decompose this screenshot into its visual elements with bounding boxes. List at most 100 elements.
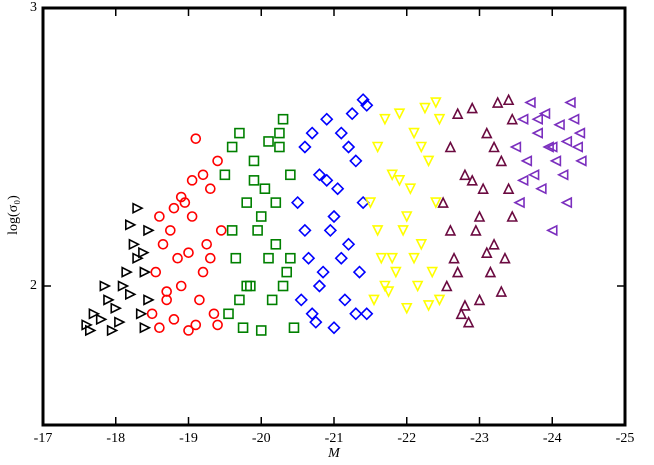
point (84, 324, 97, 337)
point (419, 102, 431, 115)
point (553, 118, 565, 131)
point (411, 280, 424, 293)
point (560, 196, 573, 209)
point (404, 183, 417, 195)
point (415, 239, 428, 251)
point (393, 175, 406, 187)
x-tick-label: -19 (179, 431, 198, 446)
x-tick-label: -24 (543, 431, 562, 446)
point (455, 307, 468, 320)
point (538, 107, 551, 120)
point (390, 266, 402, 279)
point (480, 126, 493, 139)
point (459, 299, 471, 311)
point (575, 155, 587, 167)
point (531, 127, 544, 139)
point (266, 294, 278, 306)
point (360, 307, 374, 321)
point (285, 169, 296, 181)
point (290, 195, 305, 210)
point (138, 246, 150, 259)
point (495, 154, 508, 167)
point (197, 169, 209, 181)
point (341, 140, 356, 154)
point (545, 224, 558, 237)
point (379, 280, 391, 293)
point (301, 251, 316, 265)
point (488, 238, 500, 250)
point (451, 265, 464, 278)
point (161, 286, 172, 297)
point (444, 224, 457, 236)
point (168, 314, 180, 325)
point (520, 155, 533, 167)
point (400, 302, 413, 315)
point (186, 211, 198, 222)
point (234, 127, 245, 139)
point (132, 202, 144, 214)
y-axis-label: log(σ₀) (6, 195, 21, 235)
plot-frame (41, 6, 627, 427)
point (190, 133, 202, 144)
point (491, 96, 504, 108)
point (99, 280, 112, 292)
point (103, 294, 115, 306)
point (433, 294, 446, 307)
point (433, 113, 446, 126)
point (480, 246, 493, 258)
point (327, 321, 341, 335)
point (223, 308, 234, 320)
point (567, 113, 580, 125)
point (212, 319, 223, 331)
point (125, 219, 137, 231)
point (285, 252, 296, 264)
point (139, 321, 152, 334)
x-tick-label: -20 (252, 431, 271, 446)
point (154, 322, 165, 334)
point (545, 141, 558, 153)
x-tick-label: -23 (470, 431, 489, 446)
point (440, 279, 453, 292)
point (349, 307, 363, 321)
point (277, 113, 289, 125)
point (312, 168, 327, 182)
x-tick-label: -25 (616, 431, 635, 446)
point (448, 251, 460, 264)
point (255, 211, 267, 222)
point (430, 197, 442, 209)
x-tick-label: -18 (106, 431, 125, 446)
point (146, 308, 158, 320)
point (327, 209, 341, 224)
point (263, 136, 274, 147)
y-tick-label: 3 (30, 0, 37, 15)
point (201, 239, 212, 250)
point (349, 154, 363, 168)
point (143, 294, 155, 306)
point (197, 266, 209, 278)
point (338, 293, 352, 307)
point (183, 247, 194, 258)
point (524, 96, 536, 109)
point (212, 155, 223, 167)
point (241, 280, 252, 292)
point (128, 238, 141, 251)
point (114, 316, 126, 328)
point (277, 280, 289, 292)
point (499, 251, 511, 264)
point (88, 308, 101, 320)
point (226, 141, 238, 153)
point (334, 126, 348, 140)
point (371, 225, 384, 237)
y-tick-label: 2 (30, 278, 37, 293)
x-tick-label: -21 (325, 431, 344, 446)
point (312, 279, 327, 293)
point (281, 266, 293, 278)
point (473, 293, 486, 306)
point (506, 210, 519, 222)
point (259, 183, 271, 194)
point (175, 280, 187, 292)
point (488, 140, 500, 153)
point (298, 140, 312, 154)
point (466, 174, 479, 186)
